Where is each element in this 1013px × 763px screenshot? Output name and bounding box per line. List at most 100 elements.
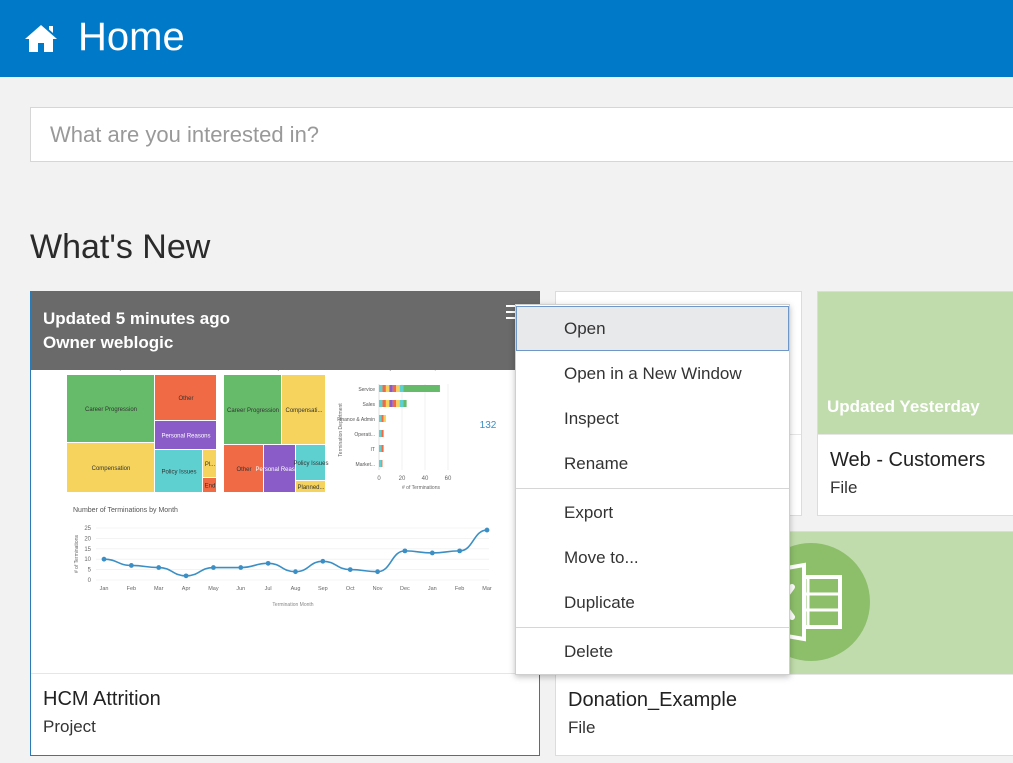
search-input[interactable] xyxy=(31,108,1013,161)
line-point xyxy=(183,573,189,579)
updated-label: Updated 5 minutes ago xyxy=(43,309,231,328)
bar-tick-label: 0 xyxy=(377,476,381,482)
treemap-cell-label: Personal Reasons xyxy=(255,467,304,473)
treemap-cell-label: Policy Issues xyxy=(293,461,328,467)
bar-segment xyxy=(383,415,386,422)
bar-segment xyxy=(381,430,384,437)
card-name[interactable]: Donation_Example xyxy=(568,689,737,711)
card-type: File xyxy=(568,718,596,737)
treemap-cell-label: Career Progression xyxy=(85,407,137,413)
home-icon[interactable] xyxy=(24,23,58,53)
bar-tick-label: 60 xyxy=(445,476,452,482)
bar-category-label: Service xyxy=(358,387,375,393)
line-point xyxy=(156,565,162,570)
treemap-cell xyxy=(155,450,202,492)
line-point xyxy=(402,548,408,554)
bar-segment xyxy=(385,385,390,392)
bar-segment xyxy=(403,385,440,392)
search-box[interactable] xyxy=(30,107,1013,162)
line-month-label: Jan xyxy=(428,586,437,592)
bar-x-axis-label: # of Terminations xyxy=(402,485,440,491)
menu-item-open[interactable]: Open xyxy=(516,306,789,351)
line-y-tick: 25 xyxy=(84,526,91,532)
bar-segment xyxy=(379,430,382,437)
menu-item-move-to[interactable]: Move to... xyxy=(564,548,639,567)
bar-segment xyxy=(399,400,404,407)
treemap-cell-label: Compensation xyxy=(92,466,131,472)
bar-category-label: Sales xyxy=(362,402,375,408)
treemap-cell xyxy=(224,445,263,492)
card-footer: Web - Customers File xyxy=(818,434,1013,515)
treemap-cell xyxy=(203,478,216,492)
card-footer: HCM Attrition Project xyxy=(31,673,539,755)
line-month-label: Apr xyxy=(182,586,191,592)
line-point xyxy=(101,556,107,562)
menu-item-rename[interactable]: Rename xyxy=(564,454,629,473)
line-month-label: Mar xyxy=(154,586,164,592)
line-month-label: Oct xyxy=(346,586,355,592)
card-type: Project xyxy=(43,717,96,736)
card-name[interactable]: HCM Attrition xyxy=(43,688,161,710)
treemap-cell xyxy=(155,421,216,449)
bar-segment xyxy=(389,400,393,407)
bar-segment xyxy=(396,400,400,407)
treemap-cell-label: Policy Issues xyxy=(161,470,196,476)
line-month-label: Mar xyxy=(482,586,492,592)
card-name[interactable]: Web - Customers xyxy=(830,449,986,471)
bar-segment xyxy=(403,400,407,407)
line-x-axis-label: Termination Month xyxy=(272,602,313,608)
hamburger-menu-icon[interactable] xyxy=(506,305,522,319)
line-month-label: Sep xyxy=(318,586,328,592)
treemap-cell xyxy=(224,375,281,444)
app-header: Home xyxy=(0,0,1013,77)
card-info-overlay: Updated 5 minutes ago Owner weblogic xyxy=(31,292,539,370)
card-hcm-attrition[interactable]: # of Terminations by Termination ReasonC… xyxy=(30,291,540,756)
menu-item-export[interactable]: Export xyxy=(564,503,614,522)
menu-item-inspect[interactable]: Inspect xyxy=(564,409,619,428)
treemap-cell-label: End xyxy=(205,484,216,490)
line-series xyxy=(103,529,488,577)
line-point xyxy=(238,565,244,570)
line-point xyxy=(211,565,216,570)
line-y-tick: 0 xyxy=(88,578,92,584)
line-point xyxy=(128,563,134,568)
line-point xyxy=(429,550,435,556)
bar-segment xyxy=(389,385,393,392)
line-point xyxy=(347,567,353,572)
treemap-cell xyxy=(296,445,325,480)
bar-segment xyxy=(381,460,383,467)
treemap-cell-label: Compensati... xyxy=(285,408,322,414)
preview-charts: # of Terminations by Termination ReasonC… xyxy=(67,365,497,608)
menu-item-duplicate[interactable]: Duplicate xyxy=(564,593,635,612)
treemap-cell-label: Personal Reasons xyxy=(161,434,210,440)
bar-category-label: Market... xyxy=(356,462,375,468)
card-web-customers[interactable]: Updated Yesterday Web - Customers File xyxy=(817,291,1013,516)
bar-segment xyxy=(381,445,384,452)
line-point xyxy=(375,569,380,575)
line-y-tick: 20 xyxy=(84,536,91,542)
card-type: File xyxy=(830,478,858,497)
menu-item-open-new-window[interactable]: Open in a New Window xyxy=(564,364,742,383)
line-month-label: Nov xyxy=(373,586,383,592)
treemap-cell xyxy=(67,375,154,442)
bar-category-label: Finance & Admin xyxy=(337,417,375,423)
bar-segment xyxy=(392,385,397,392)
line-month-label: Jun xyxy=(236,586,245,592)
line-y-tick: 10 xyxy=(84,557,91,563)
bar-y-axis-label: Termination Department xyxy=(338,403,344,457)
treemap-cell-label: Planned... xyxy=(297,485,324,491)
bar-segment xyxy=(379,415,382,422)
bar-segment xyxy=(396,385,400,392)
section-title: What's New xyxy=(30,228,211,266)
treemap-cell xyxy=(282,375,325,444)
treemap-cell xyxy=(296,481,325,492)
bar-tick-label: 40 xyxy=(422,476,429,482)
line-point xyxy=(320,558,326,564)
bar-segment xyxy=(392,400,397,407)
line-month-label: May xyxy=(208,586,219,592)
line-month-label: Dec xyxy=(400,586,410,592)
treemap-cell xyxy=(67,443,154,492)
menu-item-delete[interactable]: Delete xyxy=(564,642,614,661)
card-thumbnail: Updated Yesterday xyxy=(818,292,1013,434)
treemap-cell xyxy=(264,445,295,492)
